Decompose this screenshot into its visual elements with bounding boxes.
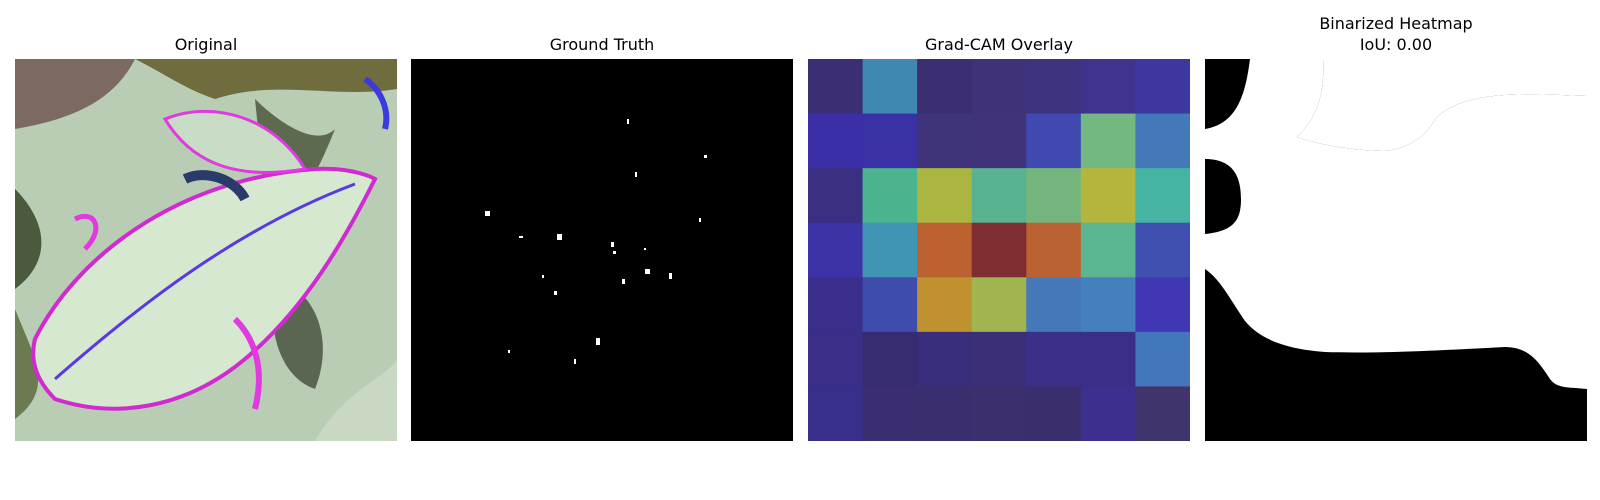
gradcam-cell (1026, 222, 1082, 278)
gradcam-cell (1080, 386, 1136, 441)
gradcam-cell (917, 222, 973, 278)
gradcam-cell (1080, 59, 1136, 115)
gradcam-overlay-heatmap (808, 59, 1190, 441)
iou-score-label: IoU: 0.00 (1359, 35, 1433, 54)
gradcam-cell (1026, 386, 1082, 441)
gradcam-cell (862, 113, 918, 169)
original-title: Original (174, 35, 238, 54)
gradcam-cell (862, 277, 918, 333)
gradcam-cell (971, 386, 1027, 441)
gradcam-cell (971, 113, 1027, 169)
gradcam-cell (1026, 331, 1082, 387)
gradcam-cell (862, 331, 918, 387)
gradcam-cell (971, 331, 1027, 387)
ground-truth-mask (411, 59, 793, 441)
gradcam-cell (1026, 113, 1082, 169)
gradcam-cell (1026, 168, 1082, 224)
gradcam-cell (917, 113, 973, 169)
gradcam-cell (971, 277, 1027, 333)
ground-truth-title: Ground Truth (549, 35, 655, 54)
gradcam-cell (808, 222, 864, 278)
gradcam-cell (1080, 277, 1136, 333)
gradcam-cell (1135, 277, 1190, 333)
gradcam-cell (862, 222, 918, 278)
gradcam-cell (1026, 59, 1082, 115)
gradcam-cell (1026, 277, 1082, 333)
gradcam-cell (1135, 222, 1190, 278)
gradcam-overlay-title: Grad-CAM Overlay (925, 35, 1073, 54)
gradcam-cell (1135, 113, 1190, 169)
binarized-heatmap-title: Binarized Heatmap (1319, 14, 1473, 33)
gradcam-cell (1080, 113, 1136, 169)
original-leaf-image (15, 59, 397, 441)
gradcam-cell (808, 386, 864, 441)
gradcam-cell (971, 222, 1027, 278)
gradcam-cell (808, 113, 864, 169)
gradcam-cell (1080, 222, 1136, 278)
gradcam-cell (917, 168, 973, 224)
gradcam-cell (971, 59, 1027, 115)
gradcam-cell (917, 386, 973, 441)
gradcam-cell (917, 331, 973, 387)
gradcam-cell (1080, 331, 1136, 387)
gradcam-cell (808, 59, 864, 115)
gradcam-cell (971, 168, 1027, 224)
gradcam-cell (1135, 331, 1190, 387)
gradcam-cell (862, 59, 918, 115)
binarized-heatmap-mask (1205, 59, 1587, 441)
gradcam-cell (1135, 386, 1190, 441)
gradcam-cell (862, 168, 918, 224)
gradcam-cell (917, 59, 973, 115)
gradcam-cell (862, 386, 918, 441)
gradcam-cell (808, 277, 864, 333)
gradcam-cell (808, 168, 864, 224)
gradcam-cell (1135, 168, 1190, 224)
gradcam-cell (917, 277, 973, 333)
gradcam-cell (808, 331, 864, 387)
gradcam-cell (1080, 168, 1136, 224)
gradcam-cell (1135, 59, 1190, 115)
